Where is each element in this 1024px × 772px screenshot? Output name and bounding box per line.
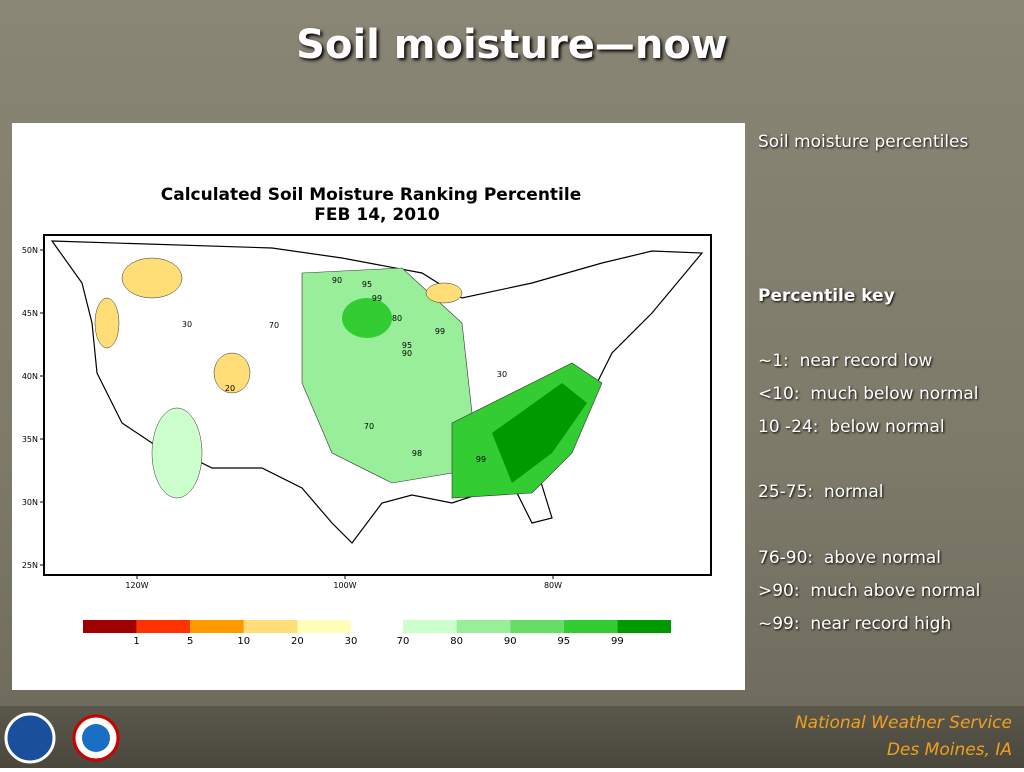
colorbar-segment [617,620,671,633]
colorbar-label: 90 [504,636,517,647]
lon-label: 120W [125,581,148,590]
contour-label: 90 [402,349,412,358]
map-date: FEB 14, 2010 [314,205,440,225]
lat-label: 45N [22,309,38,318]
colorbar-label: 10 [237,636,250,647]
contour-label: 99 [372,294,382,303]
footer-bar: National Weather Service Des Moines, IA [0,706,1024,768]
map-panel: Calculated Soil Moisture Ranking Percent… [12,123,745,690]
colorbar-segment [297,620,351,633]
key-item: 76-90: above normal [758,548,942,568]
lat-label: 25N [22,561,38,570]
colorbar-label: 95 [557,636,570,647]
dry-area [213,352,251,394]
green-area [342,298,392,338]
contour-label: 30 [182,320,192,329]
contour-label: 20 [225,384,235,393]
colorbar-segment [403,620,457,633]
colorbar-label: 99 [611,636,624,647]
key-item: 10 -24: below normal [758,417,945,437]
noaa-logo [4,712,56,764]
green-area [492,383,587,483]
colorbar-segment [563,620,618,633]
logos [4,712,120,764]
lon-label: 80W [544,581,562,590]
slide-title: Soil moisture—now [296,22,728,68]
map-title: Calculated Soil Moisture Ranking Percent… [161,185,581,205]
colorbar-label: 80 [450,636,463,647]
key-item: >90: much above normal [758,581,981,601]
colorbar-segment [190,620,244,633]
colorbar-label: 30 [345,636,358,647]
lat-label: 30N [22,498,38,507]
colorbar-label: 70 [397,636,410,647]
contour-label: 99 [435,327,445,336]
key-item: 25-75: normal [758,482,884,502]
colorbar-label: 1 [133,636,139,647]
colorbar-segment [83,620,137,633]
contour-label: 95 [362,280,372,289]
lon-label: 100W [333,581,356,590]
colorbar-segment [243,620,298,633]
dry-area [425,282,463,304]
lat-label: 40N [22,372,38,381]
key-item: ~99: near record high [758,614,952,634]
contour-label: 80 [392,314,402,323]
green-area [151,407,203,499]
key-title: Percentile key [758,286,895,306]
contour-label: 99 [476,455,486,464]
dry-area [121,257,183,299]
lat-label: 35N [22,435,38,444]
colorbar-label: 20 [291,636,304,647]
notes-heading: Soil moisture percentiles [758,132,969,152]
contour-label: 95 [402,341,412,350]
dry-area [94,297,120,349]
footer-place: Des Moines, IA [886,740,1012,760]
contour-label: 30 [497,370,507,379]
contour-label: 70 [364,422,374,431]
colorbar-segment [456,620,511,633]
colorbar-label: 5 [187,636,193,647]
lat-label: 50N [22,246,38,255]
contour-label: 98 [412,449,422,458]
contour-label: 90 [332,276,342,285]
contour-label: 70 [269,321,279,330]
footer-org: National Weather Service [794,713,1012,733]
key-item: ~1: near record low [758,351,933,371]
colorbar-segment [136,620,191,633]
nws-logo-inner [82,724,110,752]
key-item: <10: much below normal [758,384,979,404]
colorbar-segment [510,620,564,633]
